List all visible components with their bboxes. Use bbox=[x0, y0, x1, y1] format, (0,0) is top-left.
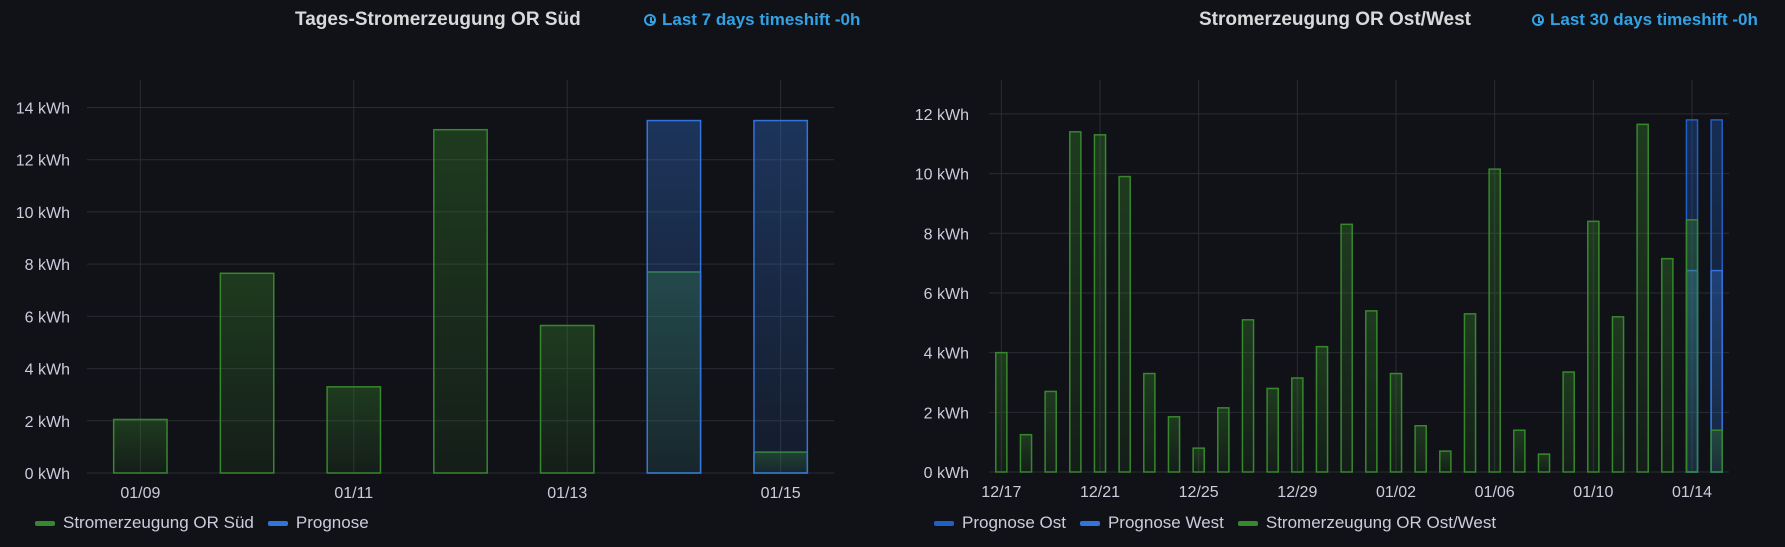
legend-item-stromerzeugung[interactable]: Stromerzeugung OR Süd bbox=[35, 513, 254, 533]
y-tick-label: 0 kWh bbox=[25, 466, 70, 483]
legend-label: Prognose Ost bbox=[962, 513, 1066, 532]
legend-swatch bbox=[267, 520, 288, 526]
bar-stromerzeugung-or-ost-west bbox=[995, 351, 1008, 473]
legend-swatch bbox=[934, 520, 954, 526]
legend-item-prognose-ost[interactable]: Prognose Ost bbox=[934, 513, 1066, 533]
y-tick-label: 14 kWh bbox=[16, 101, 70, 118]
bar-stromerzeugung-or-ost-west bbox=[1291, 377, 1304, 473]
legend-label: Stromerzeugung OR Süd bbox=[63, 513, 254, 532]
bar-stromerzeugung-or-ost-west bbox=[1537, 453, 1551, 473]
y-tick-label: 6 kWh bbox=[25, 309, 70, 326]
legend-item-prognose[interactable]: Prognose bbox=[267, 513, 369, 533]
bar-chart-sued: 0 kWh 2 kWh 4 kWh 6 kWh 8 kWh 10 kWh 12 kWh 14 … bbox=[16, 80, 834, 502]
bar-stromerzeugung-or-s-d bbox=[539, 324, 595, 474]
legend-swatch bbox=[35, 520, 55, 526]
x-tick-label: 01/09 bbox=[120, 485, 160, 502]
y-tick-label: 6 kWh bbox=[924, 286, 969, 303]
bar-stromerzeugung-or-ost-west bbox=[1562, 371, 1575, 473]
bar-stromerzeugung-or-ost-west bbox=[1315, 345, 1329, 473]
y-tick-label: 8 kWh bbox=[25, 257, 70, 274]
clock-icon bbox=[644, 14, 656, 26]
bar-chart-ost-west: 0 kWh 2 kWh 4 kWh 6 kWh 8 kWh 10 kWh 12 kWh 12/… bbox=[915, 80, 1729, 501]
bar-stromerzeugung-or-ost-west bbox=[1636, 123, 1649, 473]
bar-stromerzeugung-or-ost-west bbox=[1488, 168, 1501, 473]
x-tick-label: 12/25 bbox=[1179, 484, 1219, 501]
clock-icon bbox=[1532, 14, 1544, 26]
bar-stromerzeugung-or-s-d bbox=[433, 128, 488, 474]
x-tick-label: 01/10 bbox=[1573, 484, 1613, 501]
x-tick-label: 12/21 bbox=[1080, 484, 1120, 501]
bar-stromerzeugung-or-ost-west bbox=[1439, 450, 1452, 473]
y-tick-label: 4 kWh bbox=[25, 362, 70, 379]
x-tick-label: 01/02 bbox=[1376, 484, 1416, 501]
bar-stromerzeugung-or-ost-west bbox=[1118, 175, 1131, 473]
timeshift-info[interactable]: Last 30 days timeshift -0h bbox=[1532, 10, 1758, 30]
bar-stromerzeugung-or-ost-west bbox=[1069, 131, 1082, 473]
bar-stromerzeugung-or-ost-west bbox=[1340, 223, 1353, 473]
bar-stromerzeugung-or-ost-west bbox=[1143, 372, 1156, 473]
legend-label: Stromerzeugung OR Ost/West bbox=[1265, 513, 1497, 532]
panel-title[interactable]: Stromerzeugung OR Ost/West bbox=[1199, 9, 1472, 30]
bar-stromerzeugung-or-ost-west bbox=[1414, 424, 1427, 473]
bar-stromerzeugung-or-ost-west bbox=[1587, 220, 1600, 473]
legend: Prognose Ost Prognose West Stromerzeugun… bbox=[934, 513, 1496, 533]
bar-stromerzeugung-or-ost-west bbox=[1192, 447, 1205, 473]
timeshift-label: Last 7 days timeshift -0h bbox=[662, 10, 861, 29]
y-tick-label: 10 kWh bbox=[915, 167, 969, 184]
x-tick-label: 01/15 bbox=[761, 485, 801, 502]
legend-swatch bbox=[1079, 520, 1100, 526]
x-tick-label: 12/29 bbox=[1277, 484, 1317, 501]
timeshift-label: Last 30 days timeshift -0h bbox=[1550, 10, 1758, 29]
bar-stromerzeugung-or-ost-west bbox=[1217, 407, 1230, 473]
bar-stromerzeugung-or-s-d bbox=[219, 272, 275, 474]
legend-item-stromerzeugung[interactable]: Stromerzeugung OR Ost/West bbox=[1237, 513, 1497, 533]
bar-stromerzeugung-or-ost-west bbox=[1463, 313, 1477, 473]
bar-stromerzeugung-or-ost-west bbox=[1611, 316, 1625, 473]
bar-stromerzeugung-or-s-d bbox=[112, 418, 168, 474]
x-tick-label: 01/11 bbox=[334, 485, 373, 502]
y-tick-label: 12 kWh bbox=[915, 107, 969, 124]
bar-stromerzeugung-or-ost-west bbox=[1019, 433, 1033, 473]
y-tick-label: 12 kWh bbox=[16, 153, 70, 170]
y-tick-label: 2 kWh bbox=[924, 405, 969, 422]
x-tick-label: 12/17 bbox=[981, 484, 1021, 501]
bar-stromerzeugung-or-ost-west bbox=[1093, 134, 1107, 473]
bar-stromerzeugung-or-ost-west bbox=[1710, 429, 1723, 473]
x-tick-label: 01/14 bbox=[1672, 484, 1712, 501]
panel-stromerzeugung-ost-west: Stromerzeugung OR Ost/West Last 30 days … bbox=[890, 0, 1785, 547]
panel-title[interactable]: Tages-Stromerzeugung OR Süd bbox=[295, 9, 581, 30]
bar-stromerzeugung-or-ost-west bbox=[1685, 219, 1699, 473]
legend-item-prognose-west[interactable]: Prognose West bbox=[1079, 513, 1224, 533]
y-tick-label: 2 kWh bbox=[25, 414, 70, 431]
bar-stromerzeugung-or-ost-west bbox=[1167, 416, 1181, 473]
bar-stromerzeugung-or-s-d bbox=[326, 386, 382, 474]
y-tick-label: 8 kWh bbox=[924, 226, 969, 243]
bar-stromerzeugung-or-ost-west bbox=[1365, 310, 1378, 473]
legend-swatch bbox=[1237, 520, 1258, 526]
y-tick-label: 0 kWh bbox=[924, 465, 969, 482]
y-tick-label: 4 kWh bbox=[924, 346, 969, 363]
bar-stromerzeugung-or-ost-west bbox=[1044, 390, 1057, 473]
bar-prognose bbox=[753, 119, 809, 474]
legend-label: Prognose bbox=[295, 513, 369, 532]
y-tick-label: 10 kWh bbox=[16, 205, 70, 222]
bar-stromerzeugung-or-ost-west bbox=[1266, 387, 1279, 473]
panel-tages-stromerzeugung: Tages-Stromerzeugung OR Süd Last 7 days … bbox=[0, 0, 890, 547]
legend: Stromerzeugung OR Süd Prognose bbox=[35, 513, 369, 533]
bar-prognose bbox=[646, 119, 702, 474]
legend-label: Prognose West bbox=[1107, 513, 1224, 532]
timeshift-info[interactable]: Last 7 days timeshift -0h bbox=[644, 10, 860, 30]
x-tick-label: 01/06 bbox=[1475, 484, 1515, 501]
bar-stromerzeugung-or-ost-west bbox=[1661, 257, 1674, 473]
bar-stromerzeugung-or-ost-west bbox=[1389, 372, 1403, 473]
bar-stromerzeugung-or-ost-west bbox=[1513, 429, 1526, 473]
x-tick-label: 01/13 bbox=[547, 485, 587, 502]
bar-stromerzeugung-or-ost-west bbox=[1241, 319, 1255, 473]
